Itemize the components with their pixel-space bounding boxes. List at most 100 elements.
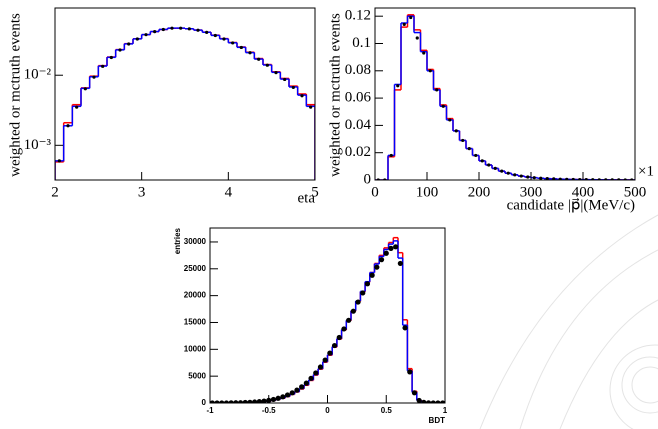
data-point (313, 370, 319, 376)
histogram-series (210, 240, 445, 403)
plot-area (375, 14, 635, 180)
x-axis-label: eta (298, 190, 316, 206)
chart: 0 100 200 300 400 500 0 0.02 0.04 0.06 0.08 0.1 0.12… (327, 7, 654, 213)
data-point (101, 64, 105, 68)
data-point (127, 42, 131, 46)
y-tick-label: 10⁻² (24, 67, 52, 83)
data-point (92, 75, 96, 79)
y-tick-label: 0.04 (345, 117, 372, 133)
decor-arc (609, 344, 658, 429)
x-tick-label: 0.5 (381, 406, 393, 415)
chart: -1 -0.5 0 0.5 1 0 5000 10000 15000 20000 25000 3000… (173, 227, 448, 425)
data-point (578, 177, 582, 180)
marker-series (210, 244, 445, 403)
data-point (66, 124, 70, 128)
x-tick-label: 500 (624, 184, 647, 200)
background-decoration (479, 214, 658, 429)
annotation: ×1 (638, 163, 654, 179)
decor-arc (559, 299, 658, 429)
data-point (247, 399, 253, 403)
data-point (350, 308, 356, 314)
data-point (239, 45, 243, 50)
y-tick-label: 0.12 (345, 8, 371, 24)
data-point (118, 48, 122, 52)
y-tick-label: 0.06 (345, 90, 372, 106)
data-point (135, 37, 139, 41)
histogram-series (210, 236, 445, 403)
x-tick-label: -0.5 (262, 406, 276, 415)
data-point (252, 399, 258, 403)
histogram-series (375, 15, 635, 180)
data-point (187, 27, 191, 31)
data-point (558, 177, 562, 180)
x-tick-label: 400 (572, 184, 595, 200)
plot-area (210, 236, 445, 403)
y-axis-label: weighted or mctruth events (7, 13, 23, 177)
x-tick-label: 3 (138, 184, 146, 200)
data-point (493, 166, 497, 170)
y-tick-label: 10000 (184, 344, 207, 353)
data-point (257, 57, 261, 61)
data-point (435, 400, 441, 403)
data-point (219, 400, 225, 403)
data-point (222, 37, 226, 41)
data-point (336, 334, 342, 341)
data-point (506, 171, 510, 175)
data-point (280, 394, 286, 400)
y-tick-label: 10⁻³ (24, 137, 52, 153)
decor-arc (479, 214, 658, 429)
data-point (210, 400, 215, 403)
data-point (300, 94, 304, 98)
data-point (248, 51, 252, 55)
data-point (487, 163, 491, 167)
data-point (237, 400, 244, 403)
data-point (407, 369, 413, 375)
data-point (500, 169, 504, 173)
data-point (389, 153, 393, 158)
data-point (161, 27, 165, 32)
data-point (461, 138, 465, 143)
data-point (205, 30, 209, 34)
data-point (283, 77, 287, 82)
data-point (393, 244, 399, 250)
plot-frame (374, 7, 636, 181)
histogram-series (55, 27, 315, 180)
data-point (519, 174, 523, 178)
x-tick-label: 0 (325, 406, 330, 415)
data-point (428, 69, 432, 73)
data-point (565, 177, 569, 180)
data-point (409, 15, 413, 20)
y-tick-label: 30000 (184, 237, 207, 246)
y-axis-label: entries (173, 227, 182, 254)
decor-arc (631, 366, 658, 404)
plot-frame (209, 227, 446, 404)
data-point (364, 281, 371, 287)
data-point (467, 147, 471, 151)
data-point (425, 400, 432, 403)
data-point (388, 245, 394, 251)
data-point (233, 400, 239, 403)
data-point (270, 396, 277, 403)
data-point (261, 398, 267, 403)
plot-frame (54, 7, 316, 181)
data-point (383, 250, 389, 256)
data-point (331, 342, 338, 349)
y-tick-label: 0.1 (352, 35, 371, 51)
data-point (360, 290, 366, 296)
decor-arc (519, 249, 658, 429)
x-tick-label: 4 (225, 184, 233, 200)
data-point (153, 30, 157, 34)
data-point (303, 380, 309, 386)
data-point (322, 357, 328, 363)
x-axis-label: BDT (429, 416, 446, 425)
data-point (441, 104, 445, 108)
marker-series (376, 15, 634, 180)
data-point (545, 177, 549, 180)
data-point (289, 390, 295, 396)
y-tick-label: 15000 (184, 318, 207, 327)
marker-series (57, 26, 313, 163)
data-point (327, 350, 333, 356)
data-point (454, 129, 458, 133)
x-tick-label: 1 (443, 406, 448, 415)
data-point (265, 63, 269, 67)
